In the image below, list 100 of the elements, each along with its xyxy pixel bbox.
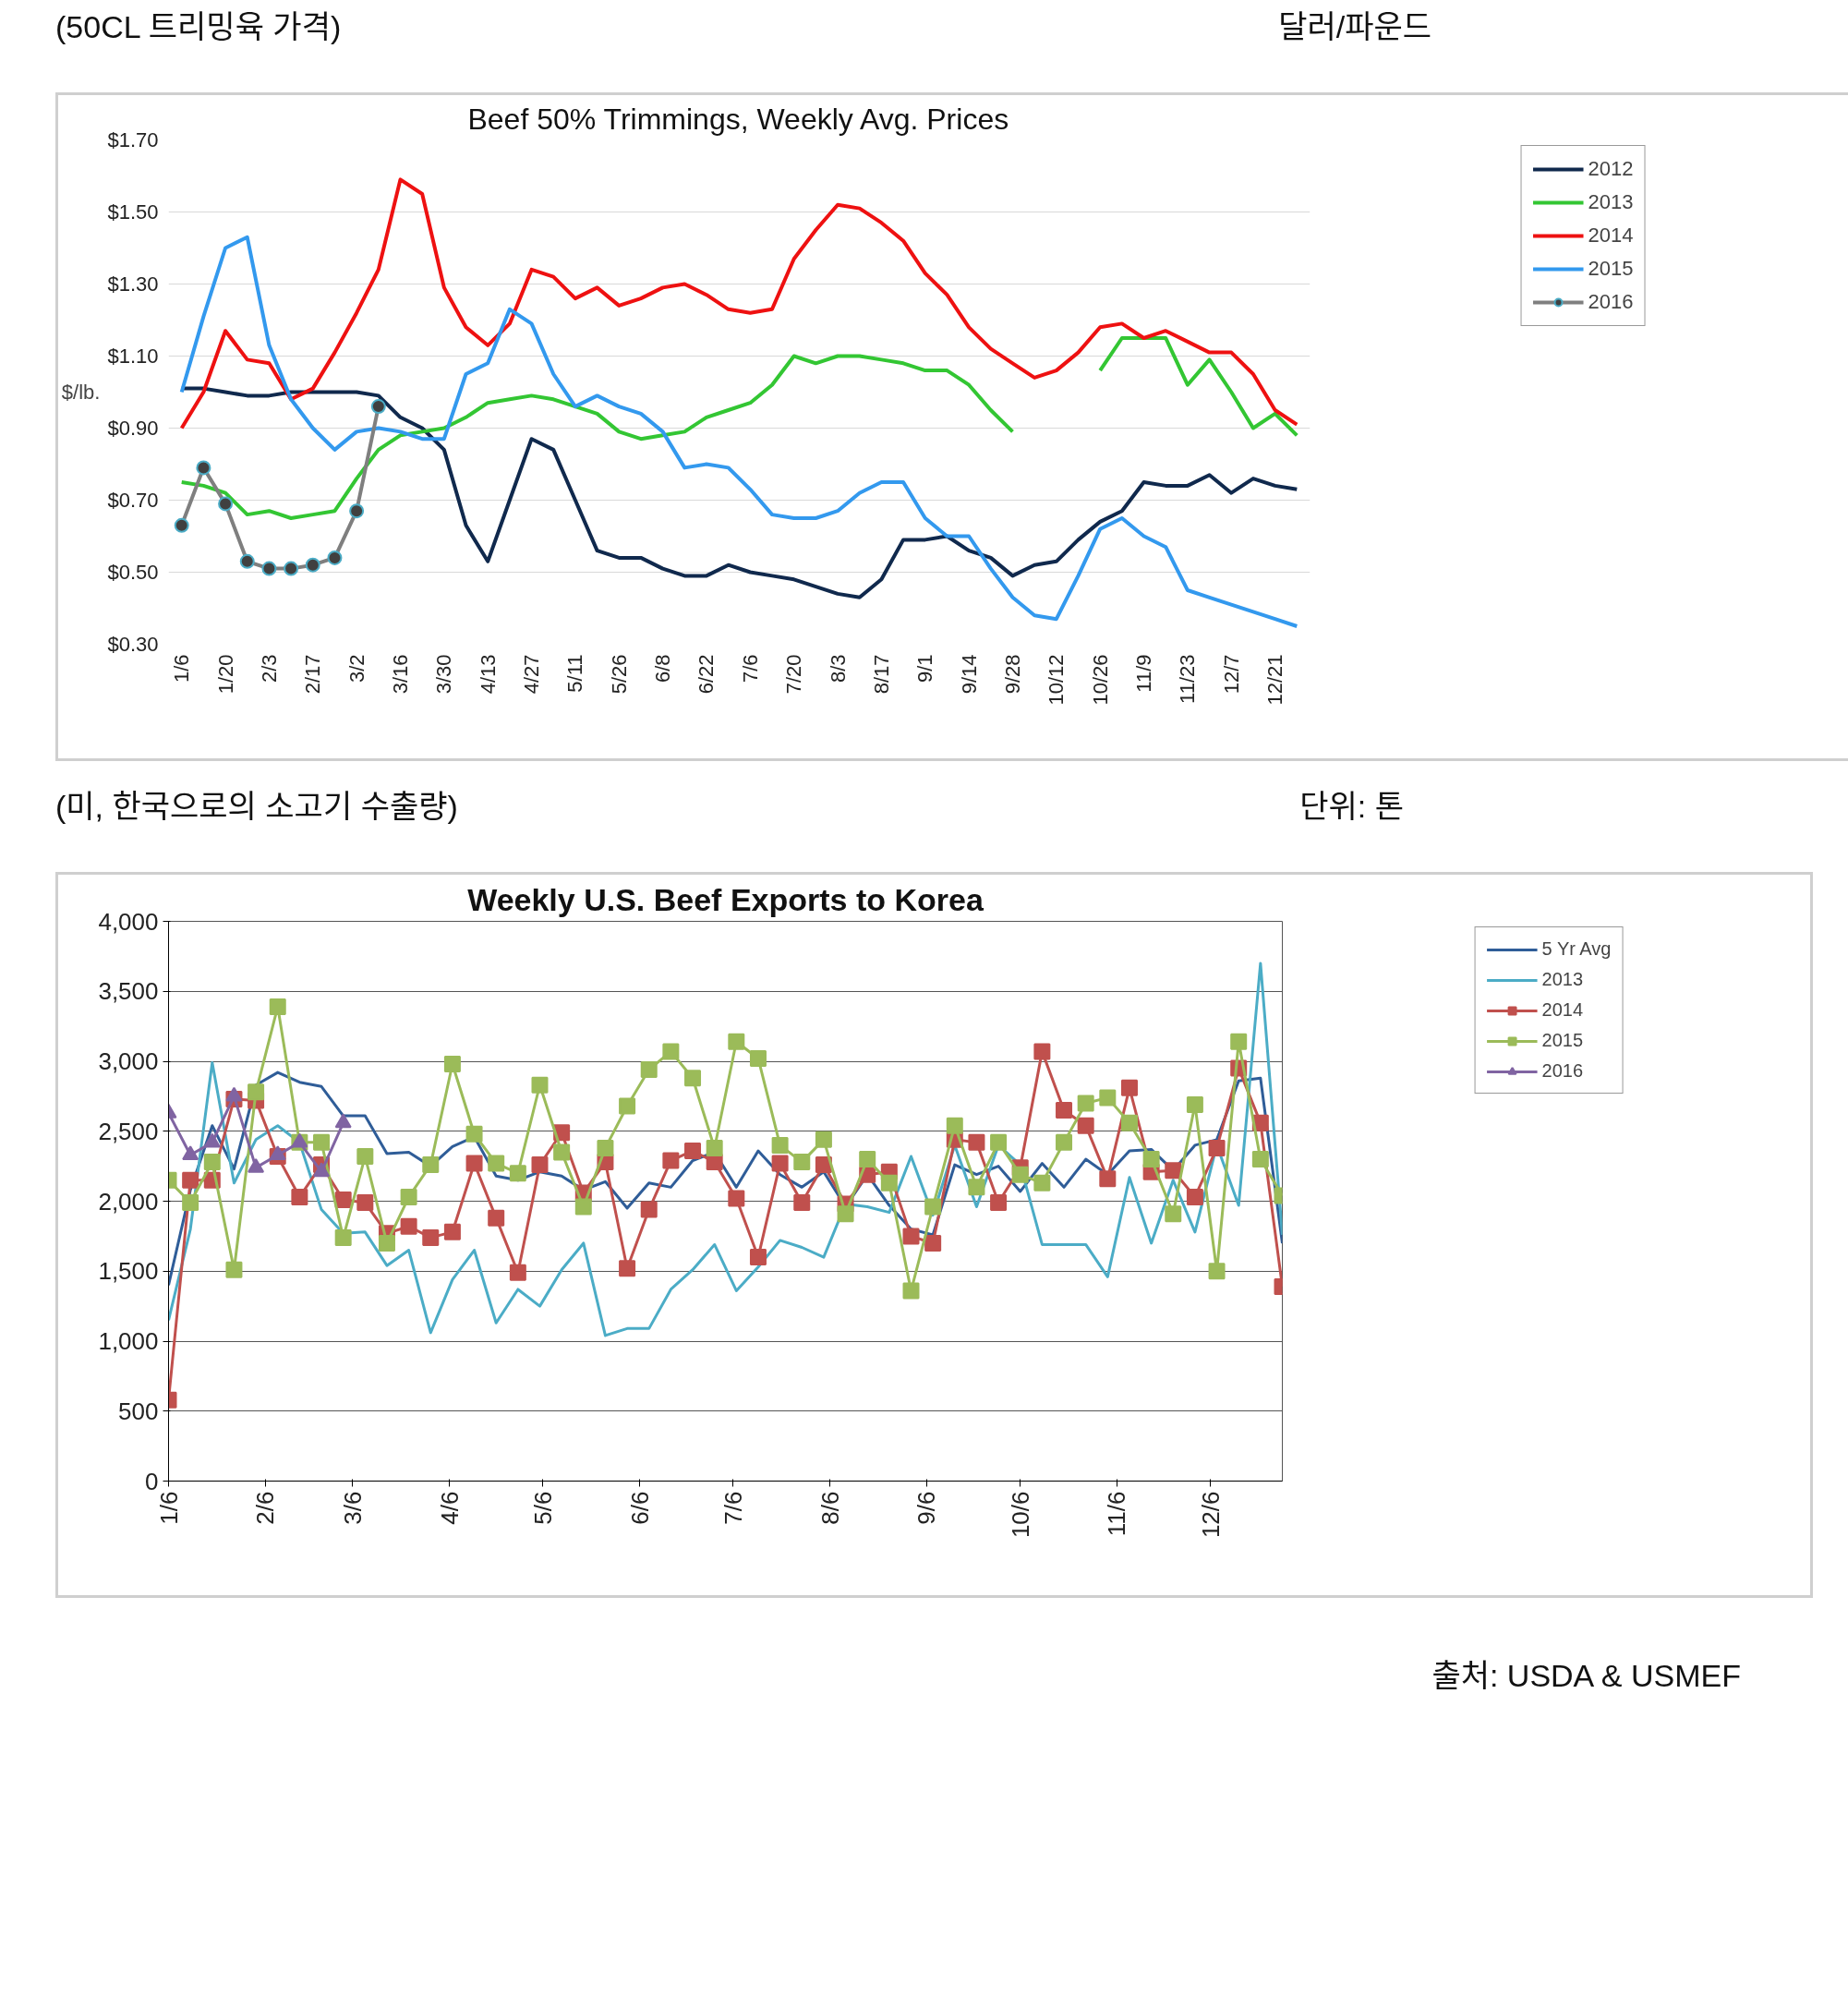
point <box>203 1154 221 1171</box>
legend-label: 2013 <box>1588 190 1634 214</box>
point <box>1033 1174 1051 1192</box>
point <box>1230 1033 1248 1050</box>
point <box>728 1190 745 1207</box>
point <box>924 1198 942 1216</box>
x-tick-label: 9/14 <box>957 654 981 695</box>
point <box>378 1234 395 1252</box>
point <box>902 1282 920 1300</box>
point <box>248 1083 265 1101</box>
legend-label: 5 Yr Avg <box>1541 938 1612 960</box>
y-tick-label: $1.50 <box>107 200 159 224</box>
point <box>880 1174 898 1192</box>
text: 달러/파운드 <box>1278 8 1431 46</box>
point <box>640 1061 658 1079</box>
x-tick-label: 11/9 <box>1132 654 1156 693</box>
line-series <box>179 235 1299 628</box>
x-tick-label: 9/6 <box>912 1491 941 1525</box>
y-tick-label: $1.70 <box>107 128 159 151</box>
point <box>749 1049 767 1067</box>
y-tick-label: $0.70 <box>107 489 159 512</box>
x-tick-label: 8/17 <box>869 654 893 695</box>
point <box>334 1228 352 1246</box>
point <box>1120 1114 1138 1131</box>
point <box>334 1191 352 1208</box>
point <box>771 1155 789 1172</box>
point <box>553 1143 571 1161</box>
point <box>837 1205 854 1223</box>
point <box>1120 1079 1138 1096</box>
x-tick-label: 12/7 <box>1219 654 1243 695</box>
x-tick-label: 7/6 <box>719 1491 747 1525</box>
point <box>619 1260 636 1277</box>
y-tick-label: 2,000 <box>98 1187 159 1216</box>
x-tick-label: 12/21 <box>1263 654 1287 706</box>
point <box>1056 1133 1073 1151</box>
y-tick-label: 3,500 <box>98 977 159 1006</box>
x-tick-label: 4/6 <box>435 1491 464 1525</box>
point <box>1186 1188 1203 1205</box>
y-tick-label: $0.50 <box>107 561 159 584</box>
point <box>1208 1139 1226 1156</box>
point <box>968 1133 985 1151</box>
point <box>749 1249 767 1266</box>
point <box>662 1152 680 1169</box>
x-tick-label: 1/20 <box>213 654 237 695</box>
point <box>1165 1162 1182 1179</box>
point <box>269 1145 286 1161</box>
point <box>509 1165 526 1182</box>
point <box>356 1148 374 1166</box>
point <box>182 1194 199 1212</box>
point <box>793 1154 811 1171</box>
x-tick-label: 5/11 <box>563 654 587 693</box>
x-tick-label: 4/13 <box>476 654 500 695</box>
point <box>946 1117 963 1134</box>
legend-label: 2014 <box>1541 999 1584 1021</box>
legend-label: 2016 <box>1541 1060 1584 1082</box>
x-tick-label: 11/6 <box>1103 1491 1131 1537</box>
point <box>924 1234 942 1252</box>
x-tick-label: 9/28 <box>1000 654 1024 695</box>
x-tick-label: 6/6 <box>625 1491 654 1525</box>
y-tick-label: $1.10 <box>107 345 159 368</box>
y-tick-label: 1,000 <box>98 1327 159 1355</box>
point <box>313 1133 331 1151</box>
y-tick-label: 1,500 <box>98 1257 159 1286</box>
x-tick-label: 9/1 <box>913 654 937 683</box>
point <box>990 1194 1008 1212</box>
point <box>182 1145 199 1161</box>
y-tick-label: $0.30 <box>107 633 159 656</box>
point <box>1251 1151 1269 1168</box>
legend-label: 2014 <box>1588 224 1634 248</box>
x-tick-label: 2/6 <box>251 1491 280 1525</box>
source-note: 출처: USDA & USMEF <box>1431 1657 1741 1695</box>
legend-label: 2015 <box>1541 1030 1584 1051</box>
x-tick-label: 12/6 <box>1196 1491 1225 1539</box>
point <box>1033 1043 1051 1060</box>
text: (미, 한국으로의 소고기 수출량) <box>55 788 458 826</box>
point <box>488 1209 505 1227</box>
y-tick-label: 3,000 <box>98 1047 159 1075</box>
point <box>291 1188 308 1205</box>
y-tick-label: 500 <box>118 1397 159 1425</box>
point <box>400 1188 417 1205</box>
point <box>488 1155 505 1172</box>
point <box>465 1155 483 1172</box>
point <box>1011 1166 1029 1183</box>
point <box>465 1125 483 1143</box>
point <box>1142 1151 1160 1168</box>
point <box>1056 1102 1073 1119</box>
point <box>706 1139 723 1156</box>
legend-label: 2012 <box>1588 157 1634 181</box>
point <box>422 1156 440 1174</box>
point <box>859 1151 876 1168</box>
x-tick-label: 6/8 <box>651 654 675 683</box>
line-series <box>179 177 1299 430</box>
point <box>684 1070 702 1087</box>
x-tick-label: 5/6 <box>528 1491 557 1525</box>
point <box>422 1228 440 1246</box>
y-tick-label: $0.90 <box>107 417 159 440</box>
point <box>1165 1205 1182 1223</box>
point <box>443 1056 461 1073</box>
y-tick-label: 4,000 <box>98 907 159 936</box>
x-tick-label: 7/20 <box>782 654 806 695</box>
